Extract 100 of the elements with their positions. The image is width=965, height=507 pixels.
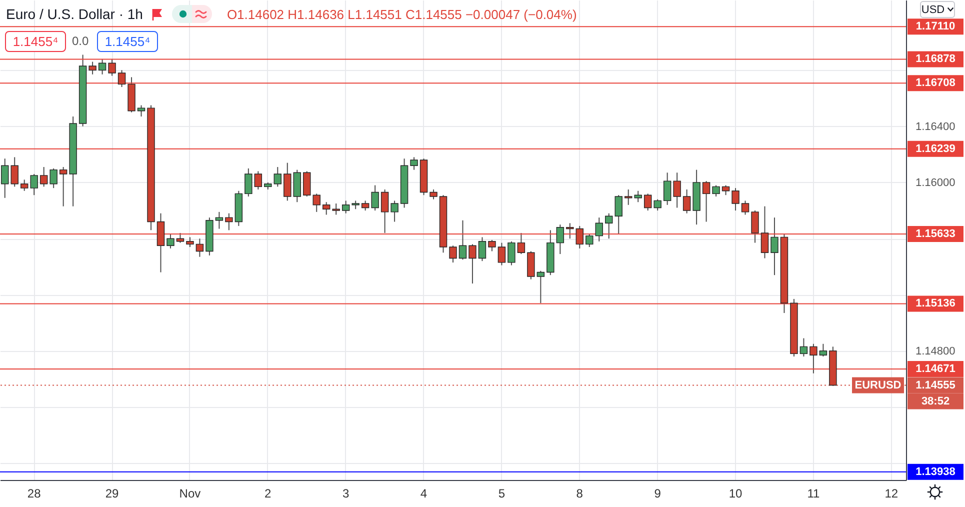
- x-tick-label: 29: [105, 486, 120, 500]
- candlestick: [508, 240, 516, 266]
- x-tick-label: 12: [884, 486, 898, 500]
- candlestick: [1, 158, 9, 198]
- x-tick-label: 4: [420, 486, 428, 500]
- candlestick: [137, 104, 146, 117]
- price-button: 1.1455⁴: [97, 31, 158, 52]
- candlestick: [624, 188, 632, 206]
- candlestick: [244, 168, 252, 197]
- candlestick: [722, 184, 730, 196]
- candlestick: [59, 166, 68, 207]
- candlestick: [186, 236, 194, 248]
- candlestick: [712, 184, 720, 197]
- candlestick: [614, 194, 622, 235]
- candlestick: [40, 166, 48, 188]
- ref-line-label: 1.15136: [916, 298, 956, 310]
- x-tick-label: 11: [807, 486, 820, 500]
- candlestick: [458, 220, 467, 260]
- candlestick: [303, 170, 311, 197]
- y-tick-label: 1.16000: [916, 176, 956, 189]
- ref-line-label: 1.13938: [916, 466, 956, 478]
- candlestick: [682, 188, 691, 214]
- candlestick: [770, 217, 778, 276]
- candlestick: [741, 200, 750, 216]
- candlestick: [702, 180, 710, 222]
- candlestick: [371, 184, 379, 212]
- text: 38:52: [921, 395, 950, 408]
- candlestick: [322, 202, 330, 216]
- candlestick: [536, 270, 545, 304]
- ref-line-label: 1.15633: [916, 228, 956, 240]
- candlestick: [673, 172, 681, 208]
- candlestick: [498, 242, 506, 266]
- ref-line-label: 1.16708: [916, 77, 956, 90]
- candlestick: [644, 193, 652, 212]
- candlestick: [274, 166, 282, 188]
- candlestick: [225, 212, 233, 231]
- ref-line-label: 1.16239: [916, 142, 956, 155]
- ref-line-label: 1.14555: [916, 379, 956, 392]
- price-button: 1.1455⁴: [5, 31, 66, 52]
- candlestick: [468, 244, 476, 284]
- candlestick: [478, 236, 486, 262]
- candlestick: [215, 211, 224, 230]
- candlestick: [176, 232, 184, 244]
- candlestick: [332, 203, 340, 216]
- ref-line-label: 1.14671: [916, 362, 956, 375]
- candlestick: [576, 225, 584, 249]
- candlestick: [586, 234, 594, 248]
- candlestick: [380, 188, 389, 234]
- candlestick: [449, 245, 457, 263]
- candlestick: [605, 212, 613, 240]
- candlestick: [634, 190, 642, 203]
- candlestick: [810, 343, 818, 374]
- candlestick: [595, 217, 603, 242]
- candlestick: [30, 174, 38, 196]
- candlestick: [88, 61, 96, 75]
- x-tick-label: Nov: [179, 486, 201, 500]
- x-tick-label: 5: [498, 486, 506, 500]
- annotation: 1.1455⁴: [104, 34, 150, 49]
- candlestick: [312, 193, 320, 212]
- candlestick: [342, 200, 350, 214]
- candlestick: [196, 238, 204, 258]
- candlestick: [751, 210, 759, 244]
- candlestick: [156, 212, 165, 273]
- candlestick: [98, 58, 106, 75]
- candlestick: [20, 179, 28, 192]
- y-tick-label: 1.14800: [916, 345, 956, 358]
- annotation: 0.0: [72, 34, 89, 48]
- x-tick-label: 3: [342, 486, 350, 500]
- candlestick: [819, 343, 828, 357]
- candlestick: [166, 234, 174, 249]
- y-tick-label: 1.16400: [916, 120, 956, 133]
- x-tick-label: 28: [27, 486, 42, 500]
- candlestick: [50, 168, 58, 189]
- annotation: 1.1455⁴: [12, 34, 58, 49]
- candlestick: [566, 222, 574, 240]
- candlestick: [556, 224, 564, 255]
- candlestick: [760, 206, 769, 259]
- x-tick-label: 2: [264, 486, 272, 500]
- candlestick: [663, 172, 672, 206]
- candlestick: [118, 70, 126, 88]
- candlestick: [517, 232, 526, 255]
- candlestick: [108, 58, 116, 76]
- candlestick: [800, 338, 808, 357]
- text: O1.14602 H1.14636 L1.14551 C1.14555 −0.00047 (−0.04%): [226, 6, 577, 22]
- candlestick: [654, 198, 662, 212]
- candlestick: [410, 156, 418, 170]
- candlestick: [293, 169, 301, 203]
- x-tick-label: 10: [728, 486, 743, 500]
- text: Euro / U.S. Dollar · 1h: [6, 6, 143, 22]
- x-tick-label: 9: [654, 486, 662, 500]
- ref-line-label: 1.16878: [916, 53, 956, 66]
- x-tick-label: 8: [576, 486, 584, 500]
- dropdown-button: USD: [920, 1, 955, 18]
- candlestick: [10, 156, 18, 188]
- candlestick: [254, 170, 262, 190]
- candlestick: [361, 200, 370, 212]
- candlestick: [732, 188, 740, 212]
- candlestick: [488, 240, 496, 252]
- candlestick: [390, 200, 398, 222]
- candlestick: [527, 250, 535, 280]
